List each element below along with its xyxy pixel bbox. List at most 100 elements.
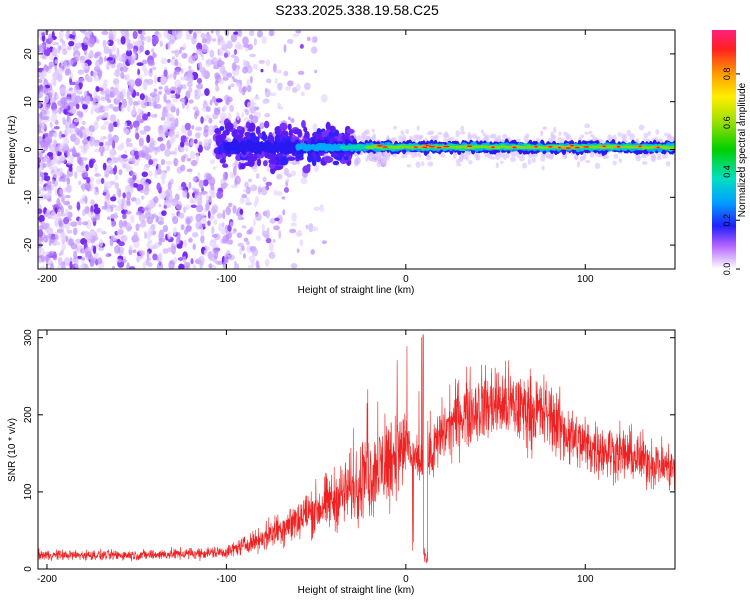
noise-blob xyxy=(222,182,229,187)
noise-blob xyxy=(120,154,128,159)
noise-blob xyxy=(111,139,116,149)
noise-blob xyxy=(257,185,262,195)
noise-blob xyxy=(76,201,81,211)
noise-blob xyxy=(68,222,76,227)
noise-blob xyxy=(132,120,140,128)
noise-blob xyxy=(94,107,102,114)
noise-blob xyxy=(77,51,81,55)
noise-blob xyxy=(184,132,188,136)
noise-blob xyxy=(65,194,71,199)
noise-blob xyxy=(51,30,55,39)
noise-blob xyxy=(138,213,146,223)
noise-blob xyxy=(137,108,143,114)
noise-blob xyxy=(196,77,203,84)
noise-blob xyxy=(41,186,48,192)
noise-blob xyxy=(57,256,63,266)
noise-blob xyxy=(193,33,197,39)
noise-blob xyxy=(107,160,115,166)
colorbar-tick-label: 0.8 xyxy=(722,68,732,81)
noise-blob xyxy=(82,103,88,110)
noise-blob xyxy=(265,209,271,219)
noise-blob xyxy=(531,157,536,163)
noise-blob xyxy=(235,112,240,116)
noise-blob xyxy=(112,87,120,96)
noise-blob xyxy=(52,42,60,46)
snr-ylabel: SNR (10 * v/v) xyxy=(7,418,18,482)
noise-blob xyxy=(500,160,504,164)
noise-blob xyxy=(262,100,268,105)
noise-blob xyxy=(400,154,405,159)
noise-blob xyxy=(243,162,253,167)
noise-blob xyxy=(51,179,56,185)
noise-blob xyxy=(95,51,102,57)
noise-blob xyxy=(153,242,160,249)
noise-blob xyxy=(136,62,144,67)
noise-blob xyxy=(230,33,238,43)
noise-blob xyxy=(85,75,93,82)
noise-blob xyxy=(173,70,177,81)
noise-blob xyxy=(87,39,95,48)
noise-blob xyxy=(151,161,158,167)
noise-blob xyxy=(195,213,203,222)
noise-blob xyxy=(365,157,369,162)
noise-blob xyxy=(83,36,90,46)
noise-blob xyxy=(225,205,231,216)
noise-blob xyxy=(146,134,151,144)
noise-blob xyxy=(278,106,284,110)
noise-blob xyxy=(146,241,151,250)
noise-blob xyxy=(182,256,187,264)
noise-blob xyxy=(67,171,74,178)
noise-blob xyxy=(295,30,302,34)
spectrogram-x-tick-label: 0 xyxy=(403,274,409,285)
noise-blob xyxy=(38,99,42,108)
noise-blob xyxy=(219,126,225,131)
noise-blob xyxy=(138,137,144,147)
noise-blob xyxy=(468,159,473,165)
noise-blob xyxy=(156,262,164,269)
noise-blob xyxy=(127,47,131,52)
noise-blob xyxy=(244,181,249,188)
noise-blob xyxy=(209,49,215,58)
noise-blob xyxy=(475,154,480,161)
noise-blob xyxy=(77,69,85,75)
noise-blob xyxy=(227,254,236,261)
noise-blob xyxy=(85,95,91,105)
noise-blob xyxy=(108,30,114,38)
noise-blob xyxy=(152,66,157,71)
noise-blob xyxy=(219,158,226,164)
snr-x-tick-label: 100 xyxy=(577,574,594,585)
signal-hotspot xyxy=(467,145,473,148)
noise-blob xyxy=(156,182,161,191)
noise-blob xyxy=(110,196,117,202)
noise-blob xyxy=(217,57,223,67)
noise-blob xyxy=(249,226,254,233)
noise-blob xyxy=(194,111,198,120)
noise-blob xyxy=(60,205,64,215)
noise-blob xyxy=(75,103,80,110)
noise-blob xyxy=(186,217,191,225)
noise-blob xyxy=(207,220,211,226)
signal-hotspot xyxy=(413,146,418,148)
noise-blob xyxy=(88,211,95,218)
noise-blob xyxy=(75,221,83,226)
noise-blob xyxy=(188,65,192,70)
noise-blob xyxy=(49,36,54,43)
noise-blob xyxy=(93,207,101,215)
noise-blob xyxy=(190,258,194,265)
noise-blob xyxy=(38,185,42,194)
noise-blob xyxy=(39,171,44,178)
noise-blob xyxy=(164,148,171,157)
noise-blob xyxy=(303,126,308,133)
noise-blob xyxy=(158,237,166,243)
noise-blob xyxy=(299,239,304,246)
noise-blob xyxy=(239,197,245,205)
noise-blob xyxy=(311,36,318,44)
noise-blob xyxy=(201,44,209,53)
colorbar-tick-label: 0.4 xyxy=(722,165,732,178)
noise-blob xyxy=(94,95,101,103)
noise-blob xyxy=(276,214,283,225)
noise-blob xyxy=(583,153,587,159)
noise-blob xyxy=(186,168,193,173)
noise-blob xyxy=(116,40,122,46)
